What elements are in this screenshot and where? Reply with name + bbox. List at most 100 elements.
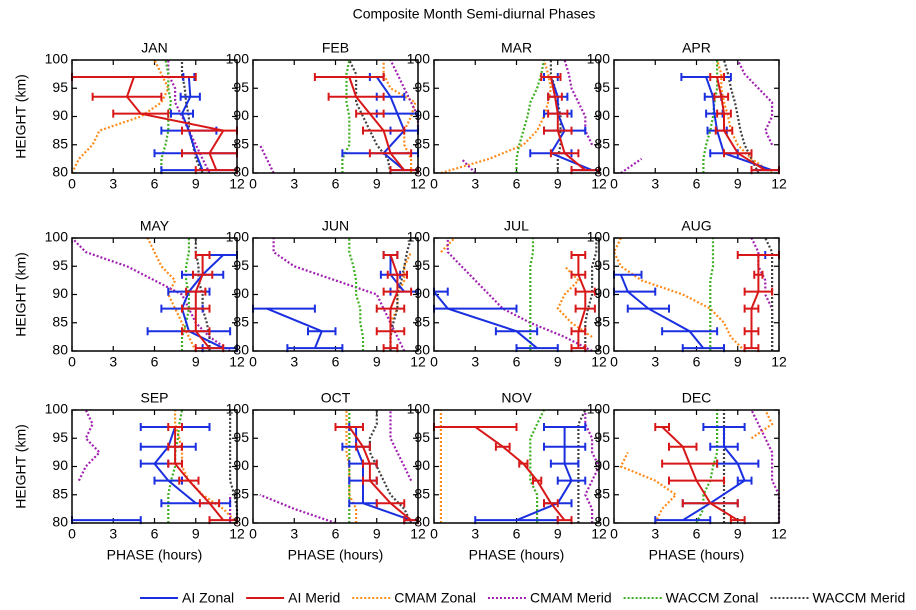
y-tick-label: 100 xyxy=(226,229,250,245)
x-tick-label: 3 xyxy=(651,526,659,542)
legend-label: CMAM Merid xyxy=(530,590,612,606)
series-line xyxy=(355,426,412,522)
y-tick-label: 95 xyxy=(414,257,430,273)
error-bar xyxy=(543,422,587,431)
x-tick-label: 12 xyxy=(410,354,426,370)
y-tick-label: 100 xyxy=(45,51,69,67)
series-line xyxy=(549,76,593,172)
x-tick-label: 0 xyxy=(249,354,257,370)
x-tick-label: 6 xyxy=(332,354,340,370)
error-bar xyxy=(543,126,573,135)
error-bar xyxy=(714,126,734,135)
error-bar xyxy=(743,287,774,296)
x-tick-label: 12 xyxy=(771,526,787,542)
y-tick-label: 85 xyxy=(594,313,610,329)
y-tick-label: 80 xyxy=(52,164,68,180)
plot-frame xyxy=(613,59,780,174)
legend-label: WACCM Merid xyxy=(812,590,905,606)
error-bar xyxy=(375,304,406,313)
x-tick-label: 6 xyxy=(332,176,340,192)
x-tick-label: 6 xyxy=(332,526,340,542)
series-line xyxy=(194,254,211,349)
error-bar xyxy=(192,270,214,279)
error-bar xyxy=(736,476,753,485)
y-tick-label: 90 xyxy=(233,457,249,473)
y-tick-label: 95 xyxy=(594,429,610,445)
series-line xyxy=(180,254,224,350)
error-bar xyxy=(570,270,587,279)
series-line xyxy=(705,76,773,172)
y-tick-label: 85 xyxy=(52,135,68,151)
error-bar xyxy=(139,459,170,468)
y-tick-label: 85 xyxy=(594,485,610,501)
error-bar xyxy=(494,327,539,336)
series-line xyxy=(549,60,562,173)
y-tick-label: 90 xyxy=(414,457,430,473)
x-tick-label: 6 xyxy=(513,354,521,370)
error-bar xyxy=(334,422,364,431)
series-line xyxy=(194,238,211,351)
plot-frame xyxy=(71,59,238,174)
series-line xyxy=(515,59,546,173)
y-tick-label: 95 xyxy=(52,79,68,95)
legend-label: AI Merid xyxy=(288,590,340,606)
plot-frame xyxy=(433,59,600,174)
x-tick-label: 3 xyxy=(290,526,298,542)
series-line xyxy=(389,254,399,349)
panel-title: DEC xyxy=(682,390,712,406)
error-bar xyxy=(570,327,587,336)
panel-title: APR xyxy=(682,40,711,56)
x-tick-label: 3 xyxy=(471,176,479,192)
series-line xyxy=(529,409,545,523)
x-tick-label: 6 xyxy=(693,526,701,542)
error-bar xyxy=(355,109,385,118)
y-tick-label: 100 xyxy=(226,51,250,67)
series-line xyxy=(382,60,417,173)
series-line xyxy=(266,307,324,349)
series-line xyxy=(460,158,477,174)
error-bar xyxy=(382,250,399,259)
error-bar xyxy=(153,476,183,485)
y-tick-label: 80 xyxy=(594,342,610,358)
error-bar xyxy=(556,476,587,485)
y-tick-label: 80 xyxy=(233,342,249,358)
y-tick-label: 100 xyxy=(407,401,431,417)
x-tick-label: 9 xyxy=(192,176,200,192)
x-tick-label: 3 xyxy=(109,176,117,192)
y-tick-label: 95 xyxy=(414,79,430,95)
error-bar xyxy=(713,92,730,101)
error-bar xyxy=(181,149,238,158)
x-tick-label: 3 xyxy=(290,176,298,192)
series-line xyxy=(258,144,275,174)
panel-title: JAN xyxy=(141,40,167,56)
y-axis-label: HEIGHT (km) xyxy=(13,74,29,159)
error-bar xyxy=(681,499,739,508)
series-line xyxy=(389,237,413,351)
y-tick-label: 95 xyxy=(52,257,68,273)
series-line xyxy=(529,238,535,351)
x-tick-label: 9 xyxy=(734,176,742,192)
x-tick-label: 9 xyxy=(734,526,742,542)
y-tick-label: 100 xyxy=(407,51,431,67)
y-tick-label: 90 xyxy=(233,107,249,123)
series-line xyxy=(71,237,231,352)
x-tick-label: 6 xyxy=(693,354,701,370)
series-line xyxy=(389,410,413,482)
x-tick-label: 0 xyxy=(249,526,257,542)
error-bar xyxy=(668,442,698,451)
y-tick-label: 100 xyxy=(45,229,69,245)
x-tick-label: 0 xyxy=(68,176,76,192)
series-line xyxy=(516,426,573,522)
plot-frame xyxy=(71,237,238,352)
x-tick-label: 9 xyxy=(192,526,200,542)
y-tick-label: 85 xyxy=(52,313,68,329)
panel-title: MAY xyxy=(140,218,170,234)
series-line xyxy=(620,157,643,174)
plot-frame xyxy=(613,237,780,352)
x-tick-label: 0 xyxy=(610,526,618,542)
error-bar xyxy=(743,304,760,313)
